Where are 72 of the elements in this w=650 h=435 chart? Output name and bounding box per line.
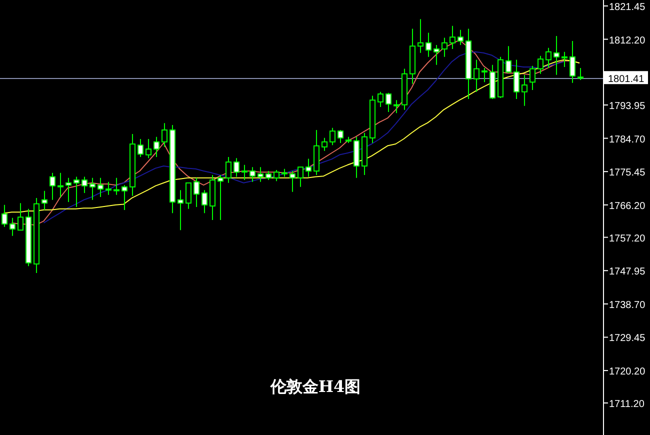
y-tick-label: 1812.20 (609, 35, 646, 46)
candlestick (218, 174, 224, 221)
y-tick-label: 1793.95 (609, 100, 646, 112)
y-tick-label: 1711.20 (609, 398, 645, 410)
candlestick (98, 177, 104, 198)
candlestick (322, 137, 328, 152)
candlestick (258, 166, 264, 182)
candlestick (514, 59, 520, 100)
candlestick (418, 18, 424, 54)
candlestick (18, 202, 24, 231)
y-tick-label: 1775.45 (609, 168, 646, 179)
candlestick (274, 169, 280, 182)
candlestick (58, 172, 64, 198)
y-tick-label: 1720.20 (609, 366, 646, 378)
candlestick (42, 190, 48, 210)
candlestick (90, 177, 96, 200)
candlestick (330, 127, 336, 146)
candlestick (154, 136, 160, 158)
y-tick-label: 1784.70 (609, 134, 646, 146)
candlestick (306, 158, 312, 178)
y-tick-label: 1729.45 (609, 333, 646, 344)
candlestick (426, 32, 432, 58)
candlestick (186, 182, 192, 210)
candlestick (2, 204, 8, 228)
candlestick (570, 40, 576, 84)
candlestick (162, 122, 168, 148)
candlestick (122, 184, 128, 210)
candlestick (562, 51, 568, 68)
candlestick (450, 25, 456, 50)
candlestick (546, 47, 552, 69)
candlestick (522, 74, 528, 106)
candlestick (482, 68, 488, 83)
candlestick (474, 59, 480, 92)
candlestick (74, 176, 80, 208)
y-tick-label: 1738.70 (609, 300, 646, 311)
candlestick (394, 100, 400, 114)
candlestick (234, 158, 240, 178)
candlestick (530, 65, 536, 91)
candlestick (338, 129, 344, 144)
candlestick (434, 44, 440, 66)
candlestick (290, 170, 296, 192)
text: 伦敦金H4图 (269, 377, 361, 396)
candlestick (386, 92, 392, 112)
candlestick (554, 36, 560, 76)
candlestick (250, 166, 256, 182)
candlestick (266, 170, 272, 181)
candlestick (506, 46, 512, 74)
candlestick (298, 166, 304, 188)
candlestick (10, 217, 16, 236)
y-tick-label: 1757.20 (609, 233, 646, 244)
y-tick-label: 1821.45 (609, 2, 646, 13)
candlestick (50, 172, 56, 200)
candlestick (114, 177, 120, 196)
candlestick (194, 177, 200, 208)
candlestick (202, 190, 208, 214)
y-tick-label: 1766.20 (609, 200, 646, 212)
candlestick (226, 156, 232, 184)
candlestick (538, 55, 544, 74)
y-tick-label: 1747.95 (609, 266, 646, 278)
candlestick (82, 176, 88, 194)
candlestick (242, 164, 248, 181)
candlestick (378, 91, 384, 108)
candlestick (146, 138, 152, 159)
candlestick (578, 68, 584, 80)
ref-line-label: 1801.41 (608, 74, 645, 86)
candlestick (66, 177, 72, 203)
candlestick (106, 181, 112, 196)
line-series (43, 51, 564, 224)
candlestick (442, 37, 448, 58)
candlestick (458, 29, 464, 46)
candlestick (138, 138, 144, 158)
candlestick (178, 190, 184, 231)
